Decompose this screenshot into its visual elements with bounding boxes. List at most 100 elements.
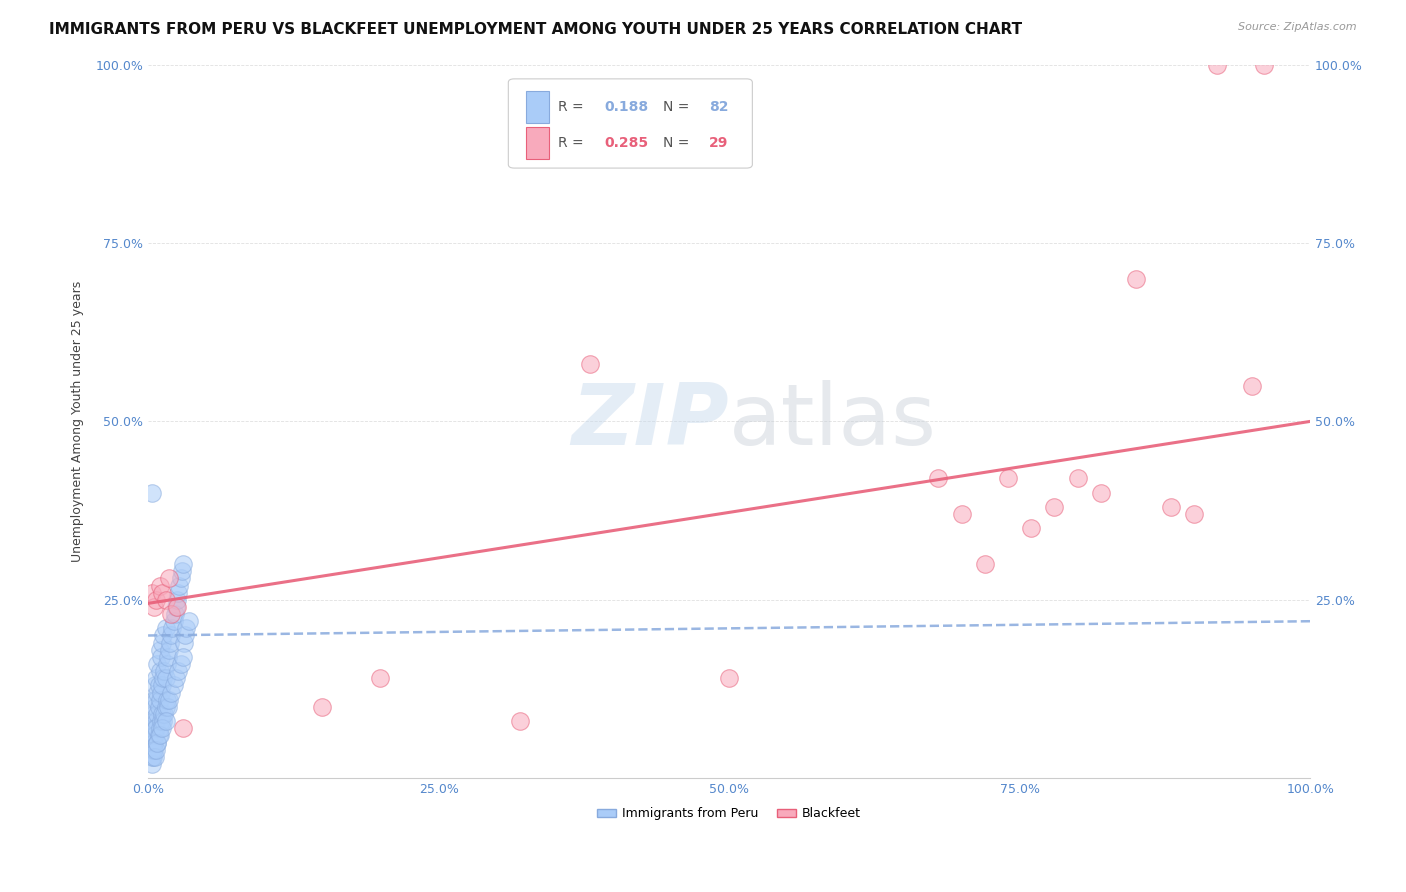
Point (142, 742, 165, 756)
Point (141, 585, 163, 599)
Point (311, 699, 333, 714)
Text: 29: 29 (710, 136, 728, 150)
Point (169, 657, 191, 671)
Point (1206, 57, 1229, 71)
Point (146, 685, 169, 699)
Point (173, 635, 195, 649)
Point (166, 599, 188, 614)
Point (143, 749, 166, 764)
Point (150, 635, 173, 649)
Point (172, 649, 194, 664)
Bar (526, 127, 548, 159)
Point (1125, 271, 1147, 285)
Legend: Immigrants from Peru, Blackfeet: Immigrants from Peru, Blackfeet (592, 803, 866, 825)
Point (160, 685, 183, 699)
Point (150, 721, 173, 735)
Point (927, 471, 949, 485)
Point (176, 621, 198, 635)
Point (509, 714, 531, 728)
Point (149, 728, 172, 742)
Point (718, 671, 741, 685)
Point (169, 578, 191, 592)
Point (146, 735, 169, 749)
Point (163, 607, 186, 621)
Point (167, 664, 190, 678)
Point (150, 678, 173, 692)
Point (1090, 485, 1112, 500)
Point (145, 692, 167, 706)
Point (148, 728, 170, 742)
Point (973, 557, 995, 571)
Point (143, 699, 166, 714)
Point (141, 721, 163, 735)
Point (142, 742, 165, 756)
Point (145, 742, 167, 756)
Text: atlas: atlas (730, 380, 938, 463)
Point (156, 657, 179, 671)
Text: R =: R = (558, 101, 588, 114)
Point (152, 714, 174, 728)
Point (153, 706, 176, 721)
Text: Source: ZipAtlas.com: Source: ZipAtlas.com (1239, 22, 1357, 32)
Point (146, 657, 169, 671)
Point (143, 678, 166, 692)
Point (157, 642, 180, 657)
Point (150, 706, 173, 721)
Point (165, 671, 187, 685)
Text: R =: R = (558, 136, 588, 150)
Text: N =: N = (662, 101, 693, 114)
Y-axis label: Unemployment Among Youth under 25 years: Unemployment Among Youth under 25 years (72, 281, 84, 562)
Point (152, 628, 174, 642)
FancyBboxPatch shape (509, 78, 752, 168)
Point (1019, 521, 1042, 535)
Text: 0.285: 0.285 (605, 136, 650, 150)
Point (148, 699, 170, 714)
Point (142, 599, 165, 614)
Point (169, 571, 191, 585)
Point (160, 607, 183, 621)
Point (141, 742, 163, 756)
Point (159, 635, 181, 649)
Bar (526, 91, 548, 123)
Point (139, 735, 162, 749)
Point (148, 678, 170, 692)
Point (149, 642, 172, 657)
Point (143, 728, 166, 742)
Point (155, 699, 177, 714)
Point (156, 699, 179, 714)
Point (149, 721, 172, 735)
Point (165, 599, 187, 614)
Point (162, 621, 184, 635)
Point (145, 721, 167, 735)
Text: 0.188: 0.188 (605, 101, 650, 114)
Point (146, 706, 169, 721)
Point (145, 714, 167, 728)
Point (142, 706, 165, 721)
Point (141, 749, 163, 764)
Point (156, 692, 179, 706)
Point (155, 714, 177, 728)
Point (142, 735, 165, 749)
Point (177, 614, 200, 628)
Point (149, 692, 172, 706)
Point (155, 671, 177, 685)
Point (142, 728, 165, 742)
Point (157, 692, 180, 706)
Point (578, 357, 600, 371)
Point (145, 592, 167, 607)
Point (370, 671, 392, 685)
Text: ZIP: ZIP (571, 380, 730, 463)
Point (152, 671, 174, 685)
Point (145, 671, 167, 685)
Point (163, 678, 186, 692)
Point (163, 614, 186, 628)
Point (149, 685, 172, 699)
Point (142, 692, 165, 706)
Point (167, 585, 190, 599)
Point (149, 649, 172, 664)
Point (1240, 378, 1263, 392)
Point (142, 735, 165, 749)
Point (146, 735, 169, 749)
Point (141, 485, 163, 500)
Point (166, 592, 188, 607)
